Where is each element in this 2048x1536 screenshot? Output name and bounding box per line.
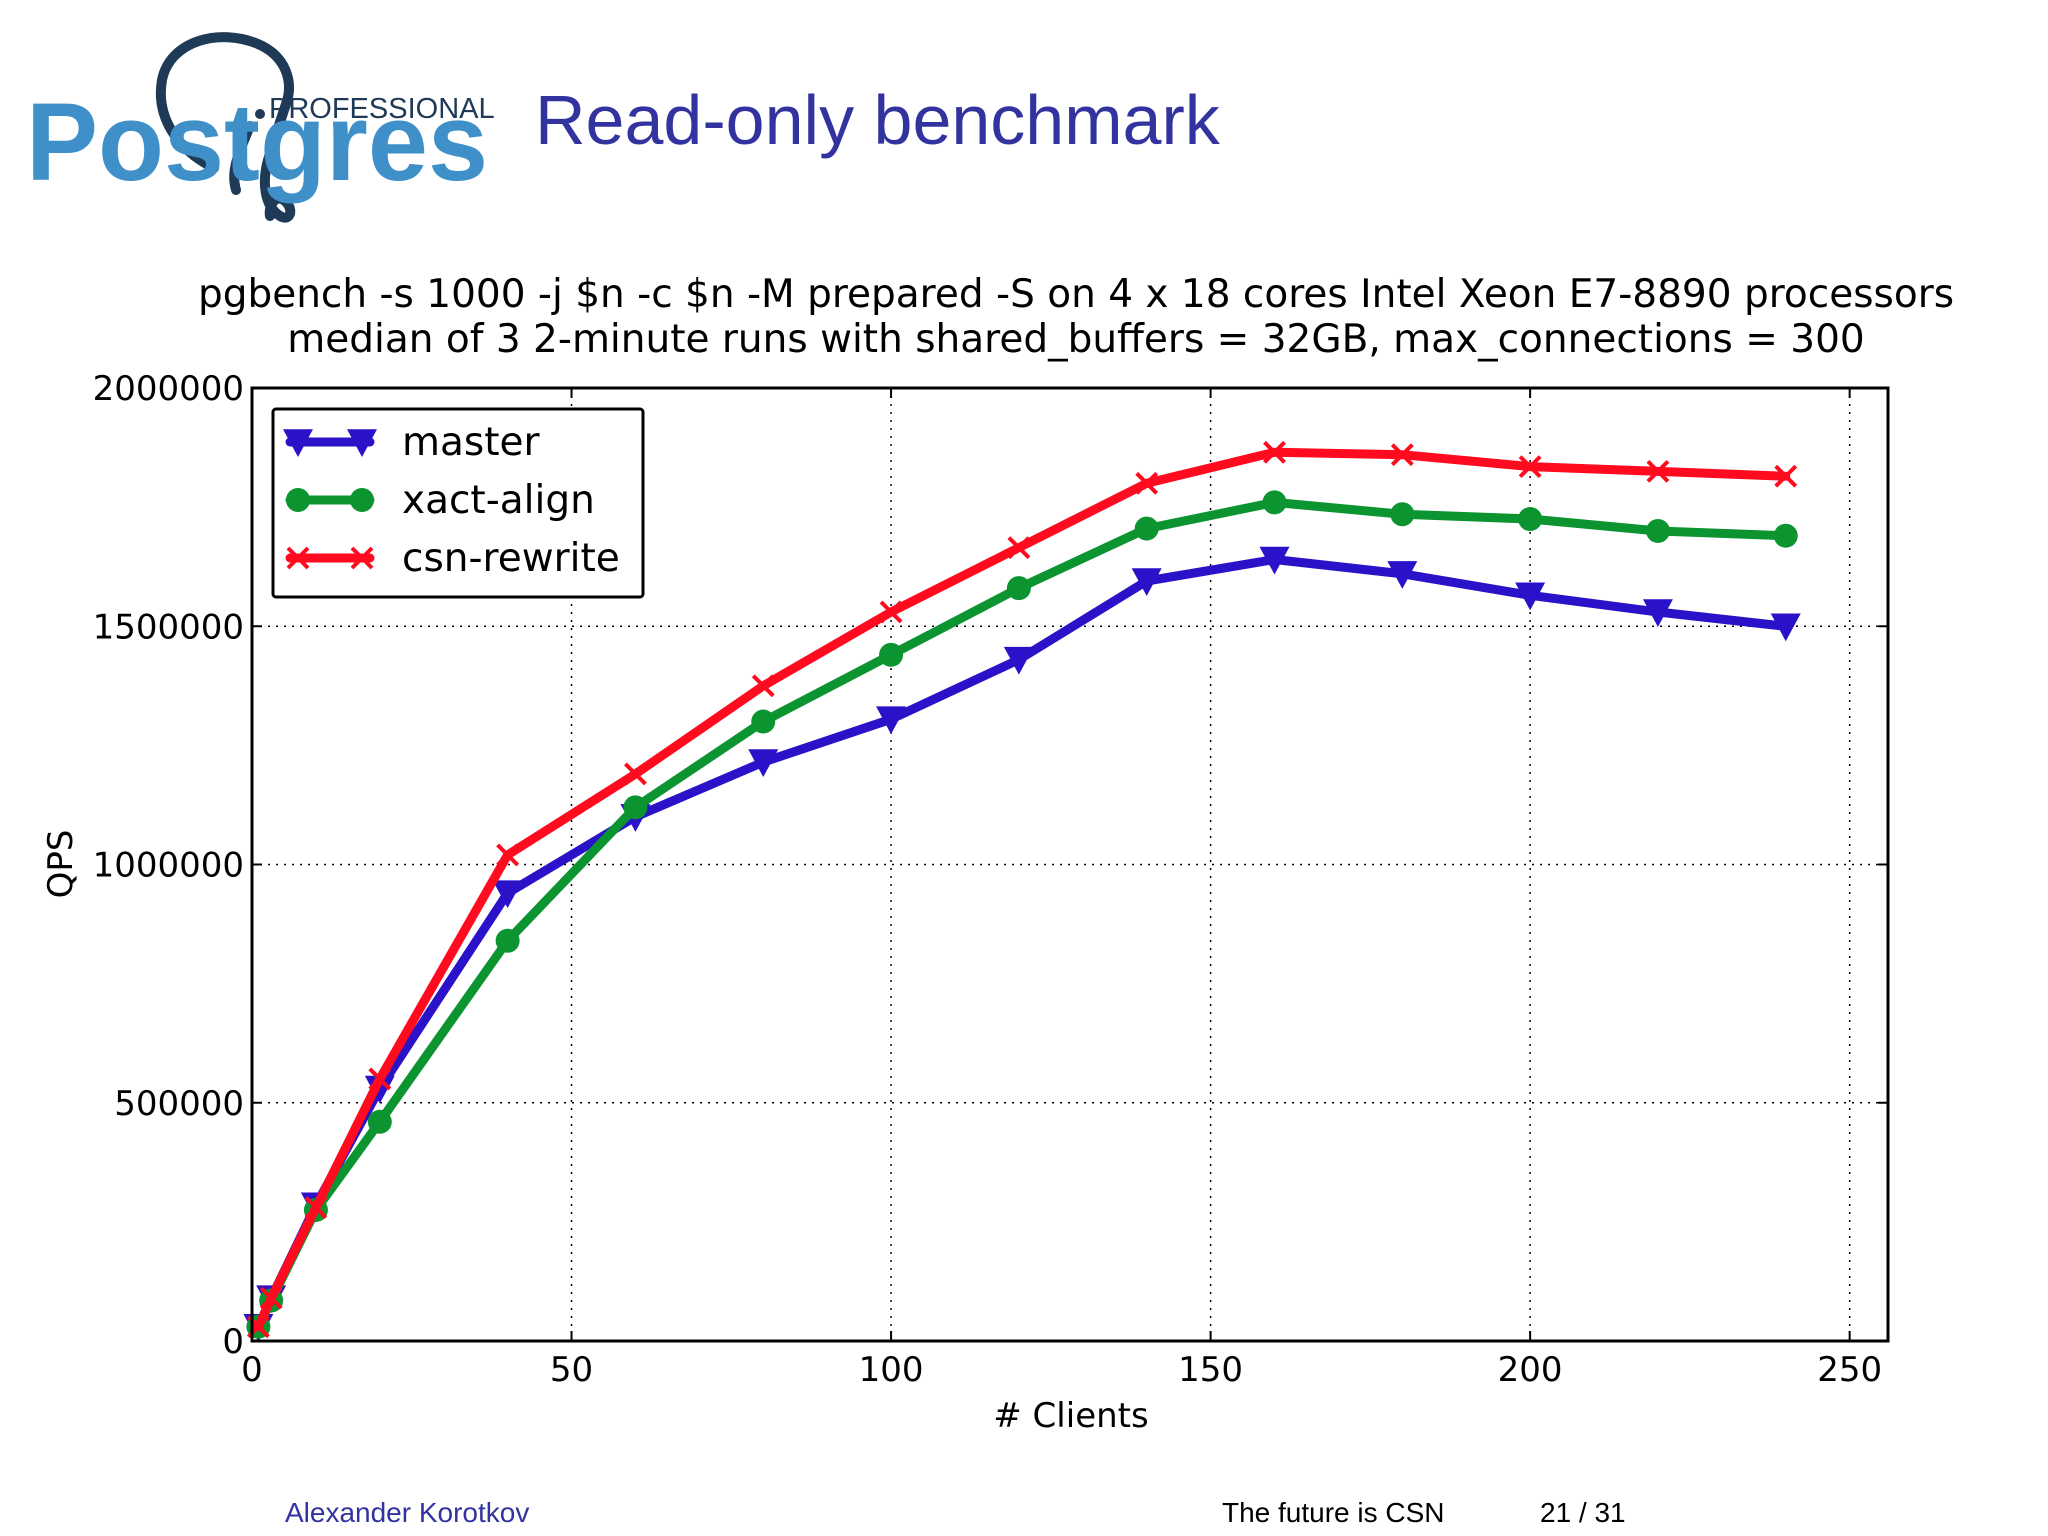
legend-label: xact-align [402, 478, 595, 523]
data-point-csn-rewrite [1390, 443, 1414, 467]
y-tick-label: 1000000 [93, 846, 244, 886]
data-point-csn-rewrite [879, 600, 903, 624]
data-point-xact-align [1134, 516, 1159, 541]
data-point-csn-rewrite [1518, 455, 1542, 479]
chart-subtitle: median of 3 2-minute runs with shared_bu… [287, 317, 1864, 362]
axis-ticks: 0 50 100 150 200 250 0 500000 1000000 1500000 2000… [93, 369, 1888, 1390]
y-tick-label: 500000 [114, 1084, 244, 1124]
data-point-xact-align [1518, 507, 1543, 532]
data-point-xact-align [623, 795, 648, 820]
legend-marker [347, 429, 377, 457]
elephant-icon [155, 32, 296, 223]
data-point-csn-rewrite [1007, 536, 1031, 560]
data-point-csn-rewrite [259, 1286, 283, 1310]
series-master [243, 546, 1801, 1342]
footer-talk-title: The future is CSN [1222, 1497, 1445, 1528]
y-tick-label: 2000000 [93, 369, 244, 409]
data-point-xact-align [1645, 518, 1670, 543]
data-point-xact-align [1390, 502, 1415, 527]
data-point-master [1131, 568, 1162, 596]
legend-marker [283, 429, 313, 457]
legend-item-csn-rewrite: csn-rewrite [285, 536, 620, 581]
data-point-master [1642, 599, 1673, 627]
chart-title: pgbench -s 1000 -j $n -c $n -M prepared … [198, 272, 1954, 317]
x-tick-label: 200 [1498, 1350, 1563, 1390]
data-point-csn-rewrite [624, 762, 647, 786]
data-point-xact-align [367, 1109, 392, 1134]
series-xact-align [246, 490, 1798, 1339]
data-point-master [1387, 561, 1418, 589]
y-axis-label: QPS [41, 830, 81, 899]
data-point-xact-align [879, 642, 904, 667]
x-tick-label: 250 [1817, 1350, 1882, 1390]
logo-main-text: Postgres [26, 81, 488, 204]
x-tick-label: 100 [859, 1350, 924, 1390]
data-point-xact-align [751, 709, 776, 734]
legend-marker [286, 546, 310, 570]
legend-marker [350, 546, 374, 570]
legend-marker [286, 488, 310, 512]
data-point-xact-align [1262, 490, 1287, 515]
data-point-master [364, 1075, 395, 1104]
footer-author: Alexander Korotkov [285, 1497, 530, 1528]
x-tick-label: 0 [241, 1350, 263, 1390]
series-line-master [253, 555, 1791, 1332]
data-point-master [1770, 613, 1801, 642]
data-point-csn-rewrite [1646, 459, 1670, 483]
data-point-xact-align [1006, 576, 1031, 601]
data-point-master [492, 880, 523, 909]
y-tick-label: 1500000 [93, 607, 244, 647]
data-point-csn-rewrite [1135, 471, 1159, 495]
legend-box [271, 407, 645, 599]
data-point-csn-rewrite [304, 1196, 328, 1219]
legend-item-xact-align: xact-align [285, 478, 595, 523]
legend-marker [350, 488, 374, 512]
logo-small-text: PROFESSIONAL [269, 93, 494, 125]
data-point-master [876, 706, 907, 735]
data-point-master [1003, 646, 1034, 675]
slide-title: Read-only benchmark [535, 81, 1220, 159]
data-point-xact-align [495, 928, 520, 953]
x-tick-label: 150 [1178, 1350, 1243, 1390]
data-point-csn-rewrite [368, 1067, 392, 1091]
data-point-master [748, 749, 779, 778]
data-point-csn-rewrite [751, 674, 775, 698]
legend-label: master [402, 420, 540, 465]
legend-label: csn-rewrite [402, 536, 620, 581]
footer-page-number: 21 / 31 [1540, 1497, 1626, 1528]
x-tick-label: 50 [550, 1350, 593, 1390]
data-point-csn-rewrite [1774, 464, 1798, 488]
data-point-master [1515, 582, 1546, 611]
legend: master xact-align csn-rewrite [271, 407, 645, 599]
x-axis-label: # Clients [993, 1396, 1148, 1436]
legend-item-master: master [283, 420, 540, 465]
data-point-xact-align [1773, 523, 1798, 548]
postgres-professional-logo: PROFESSIONAL Postgres [26, 32, 494, 223]
data-point-master [1259, 546, 1290, 575]
data-point-csn-rewrite [496, 843, 520, 867]
series-layer [243, 440, 1801, 1342]
y-tick-label: 0 [222, 1322, 244, 1362]
data-point-csn-rewrite [1263, 440, 1286, 464]
